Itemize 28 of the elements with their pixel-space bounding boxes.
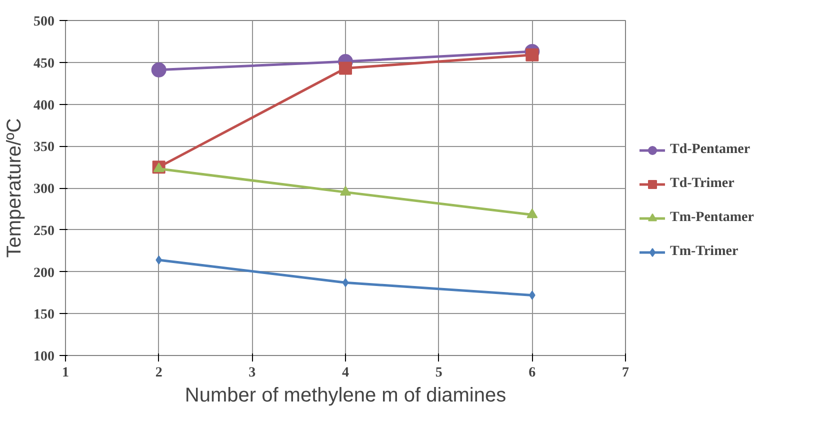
point (339, 62, 352, 75)
point (340, 186, 351, 196)
y-tick-label: 500 (34, 14, 54, 30)
y-axis-title: Temperature/ºC (4, 118, 26, 258)
y-tick-label: 450 (34, 56, 54, 72)
x-tick-label: 3 (248, 366, 256, 380)
point (526, 208, 538, 218)
y-tick-label: 300 (34, 182, 54, 197)
x-tick-label: 2 (155, 366, 162, 380)
y-tick-label: 150 (34, 308, 54, 323)
point (342, 278, 349, 288)
x-tick-label: 1 (62, 366, 69, 380)
x-tick-label: 4 (342, 366, 349, 380)
y-tick-label: 400 (34, 98, 54, 114)
y-tick-label: 200 (34, 266, 54, 281)
legend-label: Tm-Pentamer (670, 210, 754, 226)
point (151, 62, 166, 78)
y-tick-label: 250 (34, 224, 54, 239)
x-tick-label: 7 (622, 366, 629, 380)
x-tick-label: 6 (528, 366, 536, 380)
y-tick-label: 350 (34, 140, 54, 156)
y-tick-label: 100 (34, 350, 54, 364)
point (526, 48, 539, 62)
x-axis-title: Number of methylene m of diamines (184, 384, 506, 406)
legend-label: Td-Pentamer (670, 142, 750, 158)
x-tick-label: 5 (435, 366, 442, 380)
legend-label: Td-Trimer (670, 176, 734, 192)
legend-label: Tm-Trimer (670, 244, 738, 260)
